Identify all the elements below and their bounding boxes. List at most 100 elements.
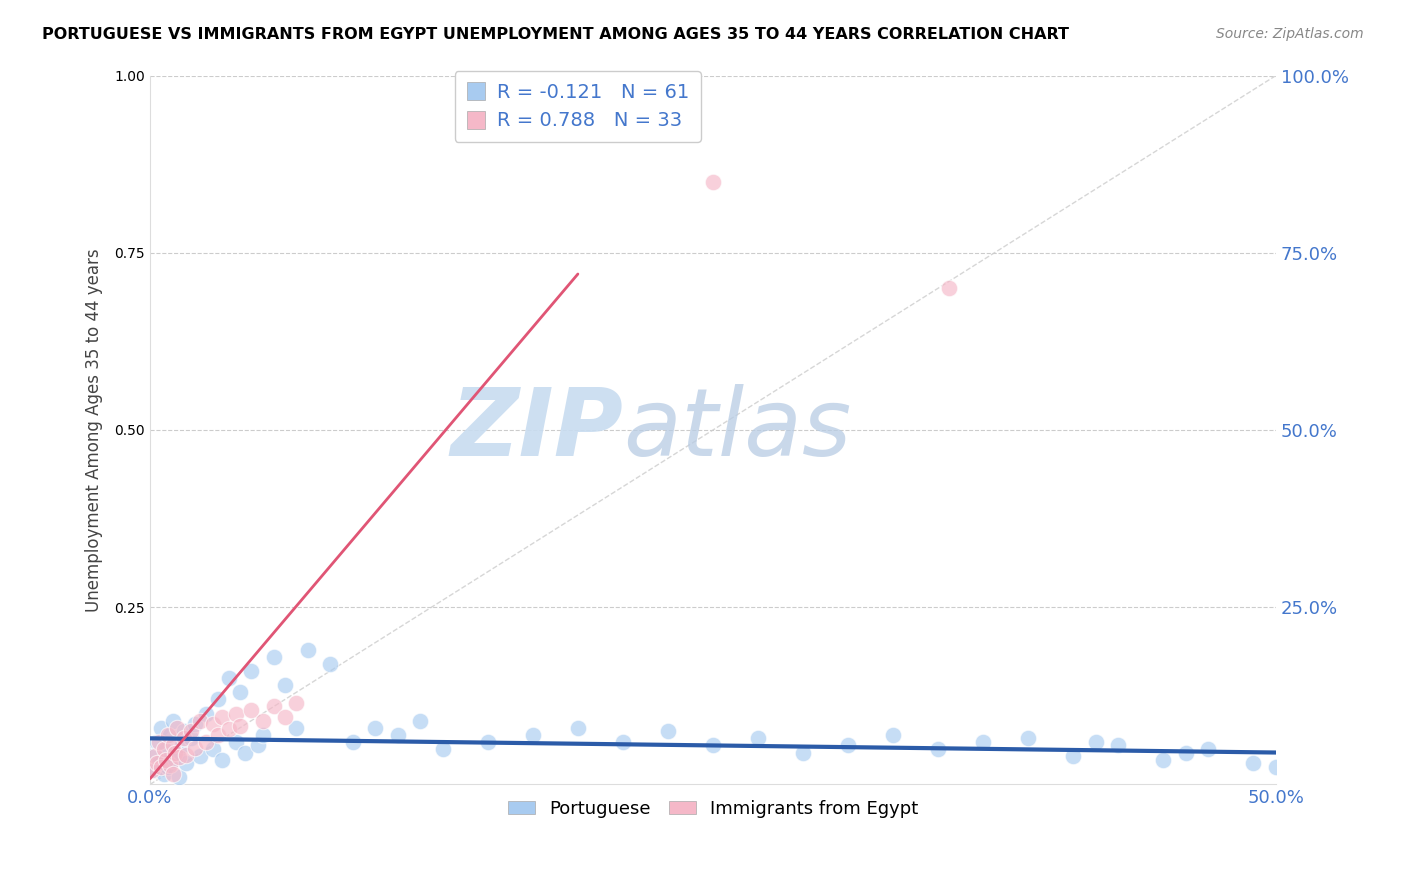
- Point: [409, 714, 432, 728]
- Point: [218, 671, 240, 685]
- Point: [229, 685, 252, 699]
- Point: [747, 731, 769, 746]
- Point: [1152, 753, 1174, 767]
- Point: [1265, 760, 1288, 774]
- Point: [211, 710, 233, 724]
- Point: [207, 728, 229, 742]
- Point: [180, 731, 202, 746]
- Text: atlas: atlas: [623, 384, 851, 475]
- Point: [364, 721, 387, 735]
- Point: [148, 756, 170, 771]
- Point: [163, 746, 186, 760]
- Point: [263, 649, 285, 664]
- Point: [148, 735, 170, 749]
- Point: [146, 735, 169, 749]
- Point: [170, 739, 193, 753]
- Point: [141, 749, 163, 764]
- Point: [233, 746, 256, 760]
- Point: [218, 722, 240, 736]
- Point: [972, 735, 994, 749]
- Legend: Portuguese, Immigrants from Egypt: Portuguese, Immigrants from Egypt: [501, 793, 925, 825]
- Point: [143, 749, 166, 764]
- Point: [612, 735, 634, 749]
- Point: [247, 739, 270, 753]
- Point: [184, 717, 207, 731]
- Point: [180, 724, 202, 739]
- Point: [274, 710, 297, 724]
- Point: [202, 742, 225, 756]
- Point: [157, 728, 180, 742]
- Point: [150, 721, 173, 735]
- Point: [174, 756, 197, 771]
- Point: [792, 746, 814, 760]
- Point: [162, 739, 184, 753]
- Point: [567, 721, 589, 735]
- Text: Source: ZipAtlas.com: Source: ZipAtlas.com: [1216, 27, 1364, 41]
- Point: [1062, 749, 1084, 764]
- Point: [342, 735, 364, 749]
- Point: [159, 728, 181, 742]
- Point: [522, 728, 544, 742]
- Point: [141, 764, 163, 778]
- Point: [477, 735, 499, 749]
- Point: [657, 724, 679, 739]
- Point: [702, 175, 724, 189]
- Point: [157, 760, 180, 774]
- Point: [240, 664, 263, 678]
- Point: [146, 756, 169, 771]
- Point: [162, 753, 184, 767]
- Point: [319, 657, 342, 671]
- Point: [152, 766, 174, 780]
- Point: [225, 706, 247, 721]
- Point: [174, 747, 197, 762]
- Point: [927, 742, 949, 756]
- Point: [143, 764, 166, 778]
- Point: [202, 717, 225, 731]
- Point: [188, 714, 211, 728]
- Point: [938, 281, 960, 295]
- Point: [169, 770, 191, 784]
- Point: [166, 746, 188, 760]
- Point: [882, 728, 904, 742]
- Point: [1241, 756, 1264, 771]
- Point: [152, 742, 174, 756]
- Point: [1197, 742, 1219, 756]
- Point: [150, 760, 173, 774]
- Point: [837, 739, 859, 753]
- Point: [173, 724, 195, 739]
- Point: [285, 696, 308, 710]
- Point: [263, 699, 285, 714]
- Point: [211, 753, 233, 767]
- Point: [274, 678, 297, 692]
- Point: [252, 728, 274, 742]
- Point: [1174, 746, 1197, 760]
- Point: [162, 714, 184, 728]
- Text: ZIP: ZIP: [450, 384, 623, 476]
- Y-axis label: Unemployment Among Ages 35 to 44 years: Unemployment Among Ages 35 to 44 years: [86, 248, 103, 612]
- Point: [195, 706, 218, 721]
- Point: [1084, 735, 1107, 749]
- Point: [285, 721, 308, 735]
- Point: [173, 731, 195, 746]
- Point: [159, 757, 181, 772]
- Point: [387, 728, 409, 742]
- Point: [1017, 731, 1039, 746]
- Point: [155, 742, 177, 756]
- Point: [184, 740, 207, 755]
- Point: [240, 703, 263, 717]
- Point: [155, 753, 177, 767]
- Point: [1107, 739, 1129, 753]
- Point: [207, 692, 229, 706]
- Point: [166, 721, 188, 735]
- Point: [195, 735, 218, 749]
- Point: [162, 766, 184, 780]
- Point: [188, 749, 211, 764]
- Point: [169, 750, 191, 764]
- Point: [702, 739, 724, 753]
- Text: PORTUGUESE VS IMMIGRANTS FROM EGYPT UNEMPLOYMENT AMONG AGES 35 TO 44 YEARS CORRE: PORTUGUESE VS IMMIGRANTS FROM EGYPT UNEM…: [42, 27, 1069, 42]
- Point: [252, 714, 274, 728]
- Point: [229, 719, 252, 733]
- Point: [432, 742, 454, 756]
- Point: [225, 735, 247, 749]
- Point: [297, 642, 319, 657]
